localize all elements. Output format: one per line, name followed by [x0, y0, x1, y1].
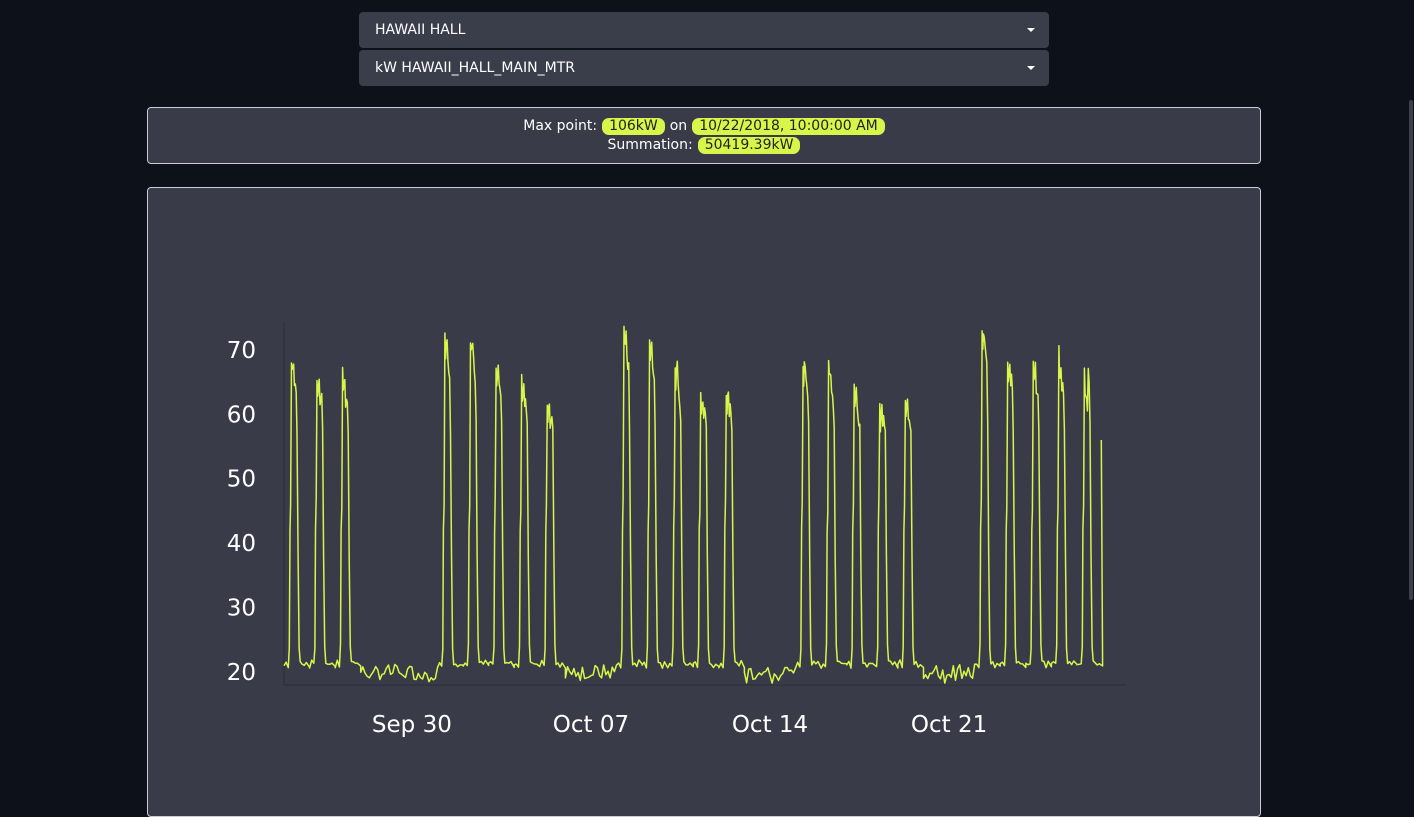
page-scrollbar[interactable] [1409, 100, 1413, 600]
chart-card: 20 30 40 50 60 70 Sep 30 Oct 07 Oct 14 Oct 21 [147, 187, 1261, 817]
y-axis-ticks: 20 30 40 50 60 70 [227, 338, 256, 686]
stats-panel: Max point: 106kW on 10/22/2018, 10:00:00… [147, 107, 1261, 164]
chevron-down-icon [1027, 66, 1035, 70]
building-select[interactable]: HAWAII HALL [359, 12, 1049, 48]
y-tick-label: 30 [227, 596, 256, 622]
summation-label: Summation: [607, 136, 693, 153]
series-group [283, 325, 1104, 684]
max-point-time: 10/22/2018, 10:00:00 AM [692, 117, 885, 135]
y-tick-label: 50 [227, 467, 256, 493]
summation-line: Summation: 50419.39kW [608, 136, 801, 155]
meter-select-value: kW HAWAII_HALL_MAIN_MTR [375, 60, 575, 76]
y-tick-label: 60 [227, 402, 256, 428]
building-select-value: HAWAII HALL [375, 22, 466, 38]
y-tick-label: 40 [227, 531, 256, 557]
power-line-chart: 20 30 40 50 60 70 Sep 30 Oct 07 Oct 14 Oct 21 [227, 322, 1126, 738]
x-tick-label: Oct 21 [911, 712, 987, 738]
x-tick-label: Oct 14 [732, 712, 808, 738]
max-point-value: 106kW [602, 117, 665, 135]
summation-value: 50419.39kW [697, 136, 801, 154]
x-tick-label: Oct 07 [553, 712, 629, 738]
y-tick-label: 70 [227, 338, 256, 364]
chart-axes [283, 322, 1126, 686]
chevron-down-icon [1027, 28, 1035, 32]
max-point-label: Max point: [523, 117, 598, 134]
series-line-kw [283, 325, 1104, 684]
on-label: on [669, 117, 688, 134]
max-point-line: Max point: 106kW on 10/22/2018, 10:00:00… [523, 117, 885, 136]
y-tick-label: 20 [227, 660, 256, 686]
x-axis-ticks: Sep 30 Oct 07 Oct 14 Oct 21 [372, 712, 987, 738]
meter-select[interactable]: kW HAWAII_HALL_MAIN_MTR [359, 50, 1049, 86]
x-tick-label: Sep 30 [372, 712, 452, 738]
